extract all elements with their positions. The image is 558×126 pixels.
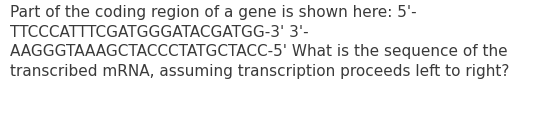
- Text: Part of the coding region of a gene is shown here: 5'-
TTCCCATTTCGATGGGATACGATGG: Part of the coding region of a gene is s…: [10, 5, 509, 79]
